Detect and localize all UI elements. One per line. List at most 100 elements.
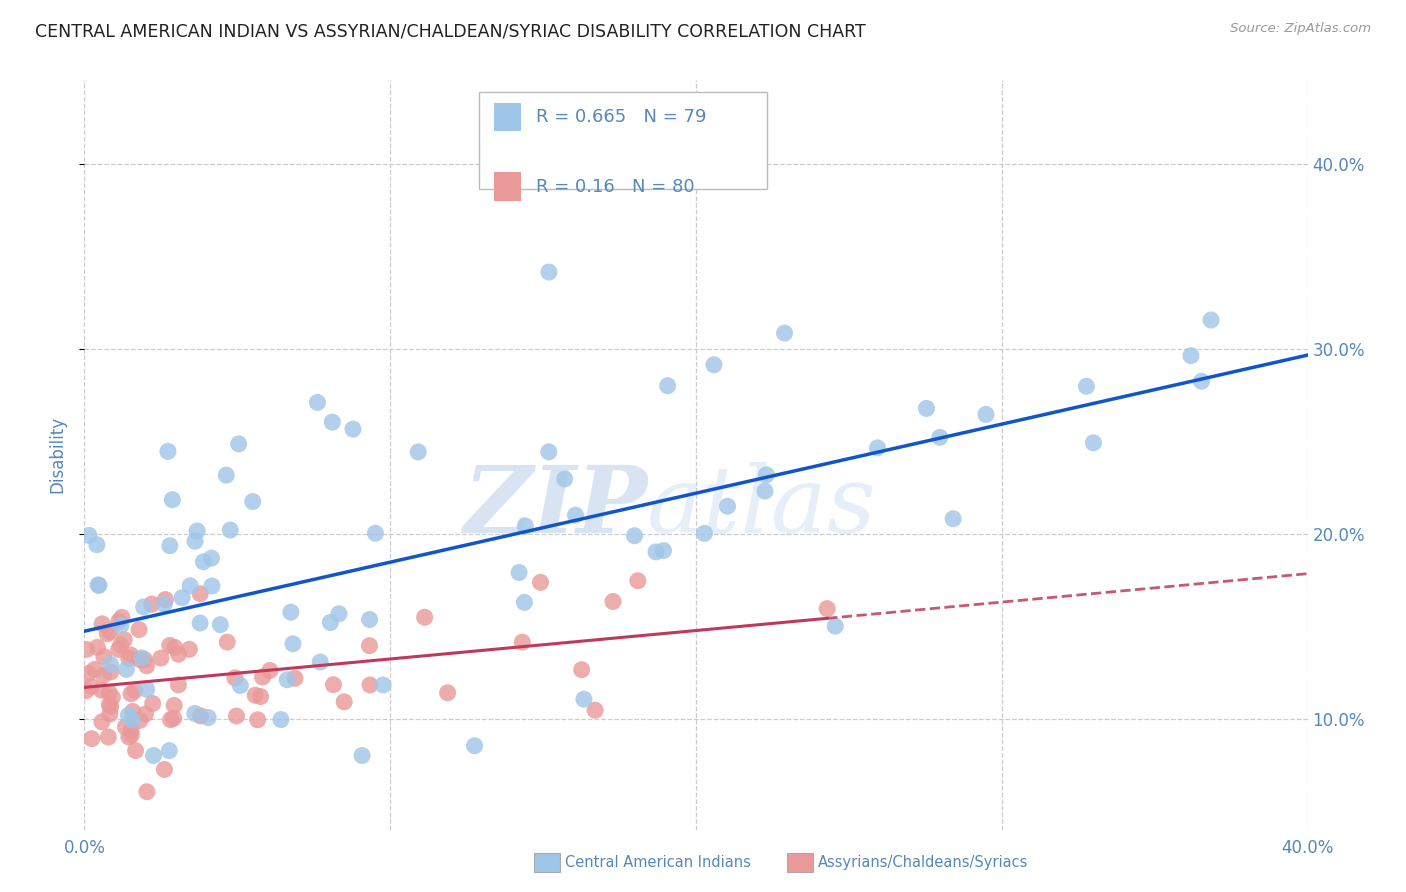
Point: [571, 663, 593, 677]
Point: [124, 683, 146, 698]
Point: [107, 642, 129, 657]
Point: [464, 739, 486, 753]
Point: [115, 662, 138, 676]
Point: [121, 705, 143, 719]
Point: [529, 575, 551, 590]
Point: [554, 472, 576, 486]
Point: [163, 640, 186, 655]
Point: [1076, 379, 1098, 393]
Point: [188, 615, 211, 630]
Point: [583, 703, 606, 717]
Point: [100, 699, 122, 714]
Point: [281, 637, 304, 651]
Point: [114, 720, 136, 734]
Point: [328, 607, 350, 621]
Point: [134, 653, 156, 667]
Point: [149, 651, 172, 665]
Point: [101, 690, 124, 705]
Point: [87, 578, 110, 592]
Point: [121, 713, 143, 727]
Point: [98, 685, 121, 699]
Point: [90, 683, 112, 698]
Point: [159, 539, 181, 553]
Point: [755, 467, 778, 482]
Point: [537, 445, 560, 459]
Point: [515, 519, 537, 533]
Point: [98, 698, 121, 712]
Point: [436, 686, 458, 700]
Point: [342, 422, 364, 436]
Point: [276, 673, 298, 687]
Point: [76, 642, 98, 657]
Point: [163, 698, 186, 713]
Point: [132, 599, 155, 614]
Point: [107, 615, 129, 629]
Point: [153, 763, 176, 777]
Point: [229, 678, 252, 692]
Point: [537, 265, 560, 279]
Point: [928, 430, 950, 444]
Point: [627, 574, 650, 588]
Point: [243, 688, 266, 702]
Point: [159, 713, 181, 727]
Point: [91, 616, 114, 631]
Point: [657, 378, 679, 392]
Text: Central American Indians: Central American Indians: [565, 855, 751, 870]
Point: [184, 706, 207, 721]
Point: [209, 617, 232, 632]
Point: [135, 682, 157, 697]
Point: [100, 657, 122, 672]
Point: [118, 651, 141, 665]
Point: [364, 526, 387, 541]
Point: [77, 666, 100, 681]
Point: [156, 444, 179, 458]
Point: [141, 597, 163, 611]
Point: [155, 592, 177, 607]
Point: [142, 748, 165, 763]
Point: [406, 445, 429, 459]
Point: [128, 652, 150, 666]
Point: [118, 730, 141, 744]
Point: [91, 714, 114, 729]
Point: [321, 415, 343, 429]
Point: [190, 709, 212, 723]
Point: [98, 706, 121, 721]
Y-axis label: Disability: Disability: [48, 417, 66, 493]
Point: [359, 639, 381, 653]
Point: [83, 662, 105, 676]
Point: [322, 678, 344, 692]
Point: [815, 601, 838, 615]
Point: [87, 578, 110, 592]
Point: [110, 618, 132, 632]
Text: R = 0.16   N = 80: R = 0.16 N = 80: [536, 178, 695, 195]
Point: [117, 708, 139, 723]
Point: [186, 524, 208, 538]
Point: [623, 529, 645, 543]
Point: [333, 695, 356, 709]
Point: [1083, 435, 1105, 450]
Point: [124, 743, 146, 757]
Point: [75, 683, 97, 698]
Point: [157, 744, 180, 758]
Point: [319, 615, 342, 630]
Point: [773, 326, 796, 340]
Point: [200, 551, 222, 566]
Point: [112, 632, 135, 647]
Point: [86, 538, 108, 552]
Point: [359, 678, 381, 692]
Point: [131, 651, 153, 665]
Point: [120, 723, 142, 737]
Point: [197, 710, 219, 724]
Point: [97, 730, 120, 744]
Point: [359, 613, 381, 627]
Point: [120, 648, 142, 662]
Point: [371, 678, 394, 692]
Point: [100, 665, 122, 679]
FancyBboxPatch shape: [494, 172, 522, 201]
Point: [128, 714, 150, 728]
Point: [93, 668, 115, 682]
Point: [163, 711, 186, 725]
Text: CENTRAL AMERICAN INDIAN VS ASSYRIAN/CHALDEAN/SYRIAC DISABILITY CORRELATION CHART: CENTRAL AMERICAN INDIAN VS ASSYRIAN/CHAL…: [35, 22, 866, 40]
Point: [866, 441, 889, 455]
Text: Source: ZipAtlas.com: Source: ZipAtlas.com: [1230, 22, 1371, 36]
